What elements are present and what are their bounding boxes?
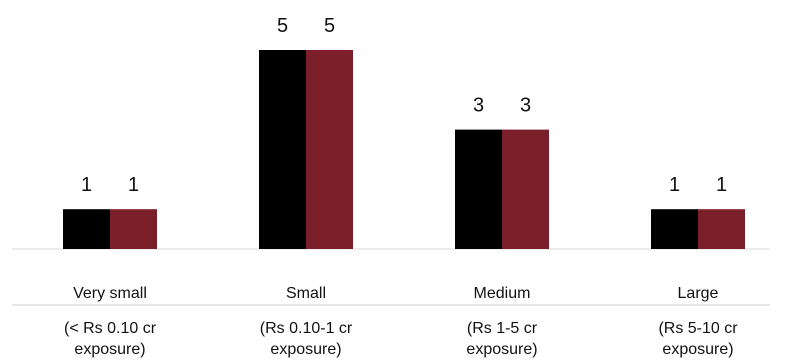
data-label: 5 [324,15,335,37]
data-label: 3 [473,95,484,117]
bar-0-series-1 [110,209,157,249]
category-sublabel: (Rs 5-10 cr [658,320,738,337]
bar-2-series-1 [502,129,549,249]
bar-1-series-0 [259,50,306,249]
category-sublabel: (Rs 1-5 cr [467,320,538,337]
bar-0-series-0 [63,209,110,249]
data-label: 1 [716,174,727,196]
bar-2-series-0 [455,129,502,249]
data-label: 3 [520,95,531,117]
category-label: Medium [474,285,531,302]
category-label: Very small [73,285,147,302]
category-sublabel: exposure) [466,341,537,358]
category-sublabel: exposure) [270,341,341,358]
category-sublabel: (< Rs 0.10 cr [64,320,157,337]
category-sublabel: (Rs 0.10-1 cr [260,320,353,337]
category-sublabel: exposure) [662,341,733,358]
category-label: Small [286,285,326,302]
bar-3-series-0 [651,209,698,249]
category-sublabel: exposure) [74,341,145,358]
bar-1-series-1 [306,50,353,249]
data-label: 1 [81,174,92,196]
data-label: 1 [128,174,139,196]
category-label: Large [678,285,719,302]
data-label: 1 [669,174,680,196]
data-label: 5 [277,15,288,37]
bar-3-series-1 [698,209,745,249]
